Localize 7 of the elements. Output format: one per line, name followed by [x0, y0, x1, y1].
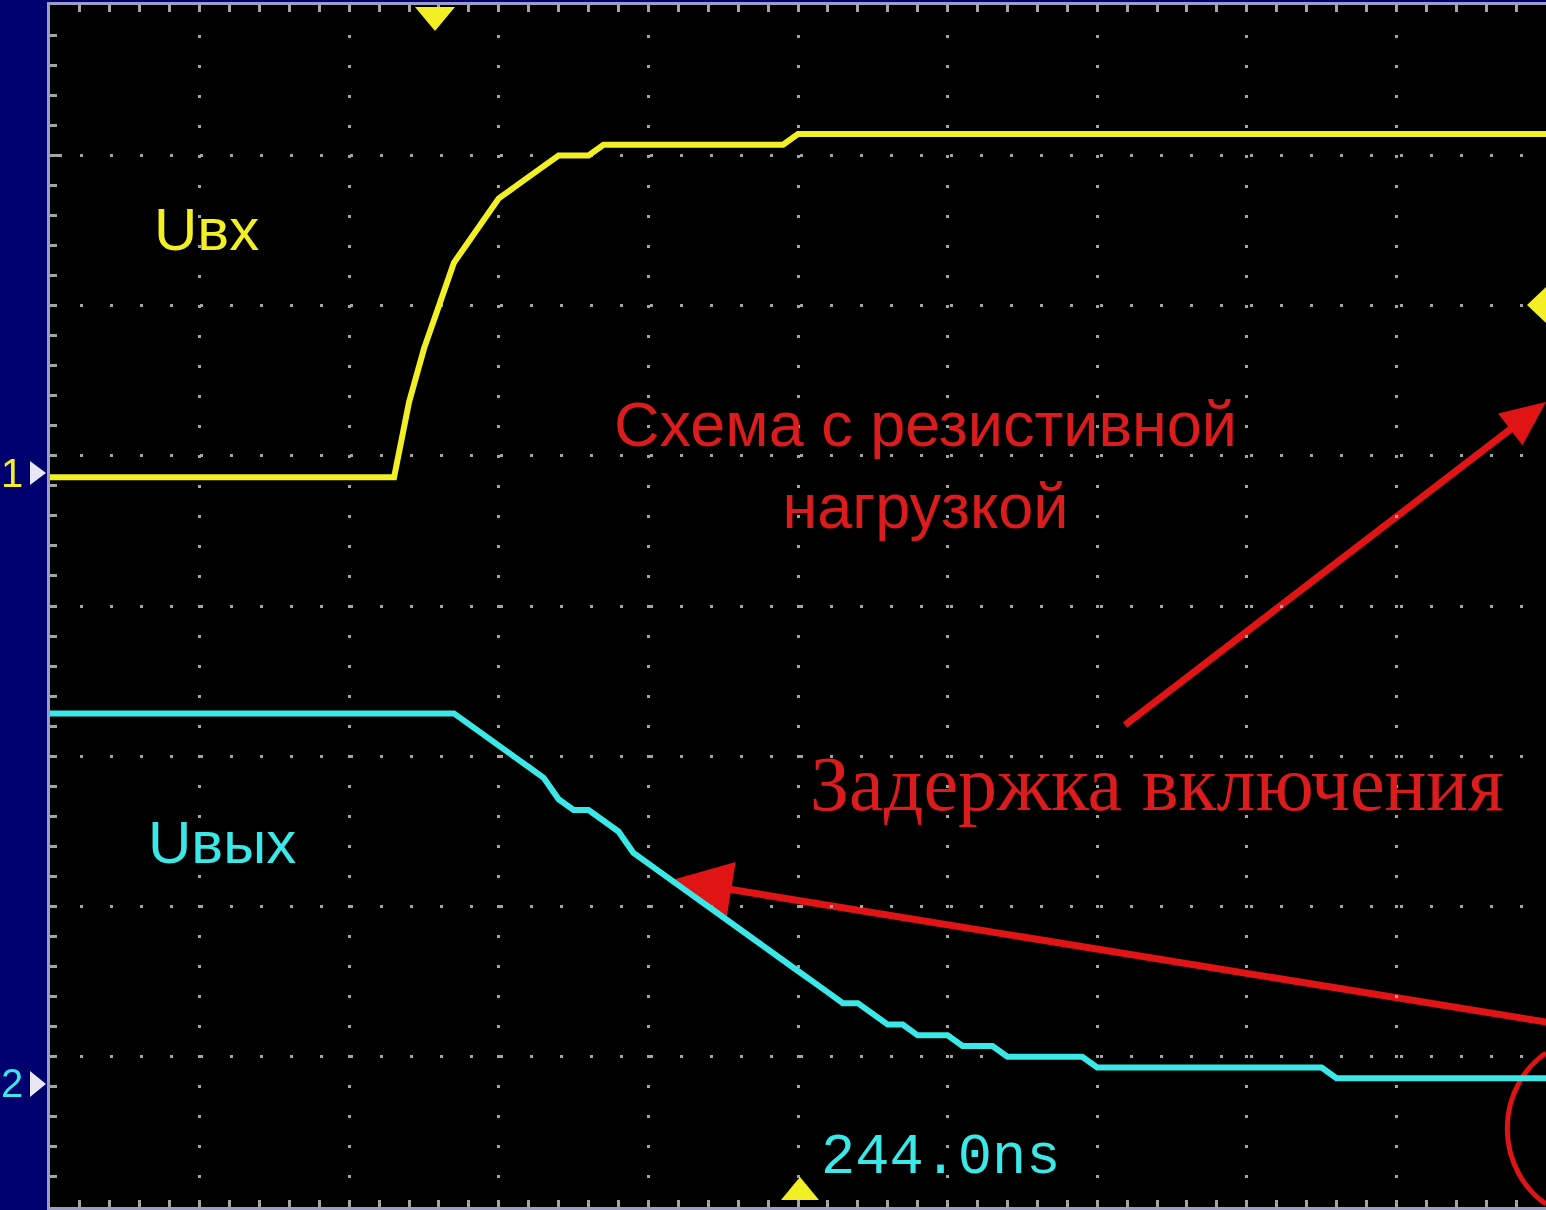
annotation: Схема с резистивной нагрузкой: [614, 389, 1237, 541]
series-label: Uвых: [148, 809, 297, 876]
text: Uвх: [154, 196, 260, 263]
annotation: 244.0ns: [821, 1126, 1061, 1190]
text: 2: [1, 1061, 24, 1105]
text: 1: [1, 451, 24, 495]
annotation: Задержка включения: [810, 740, 1504, 827]
